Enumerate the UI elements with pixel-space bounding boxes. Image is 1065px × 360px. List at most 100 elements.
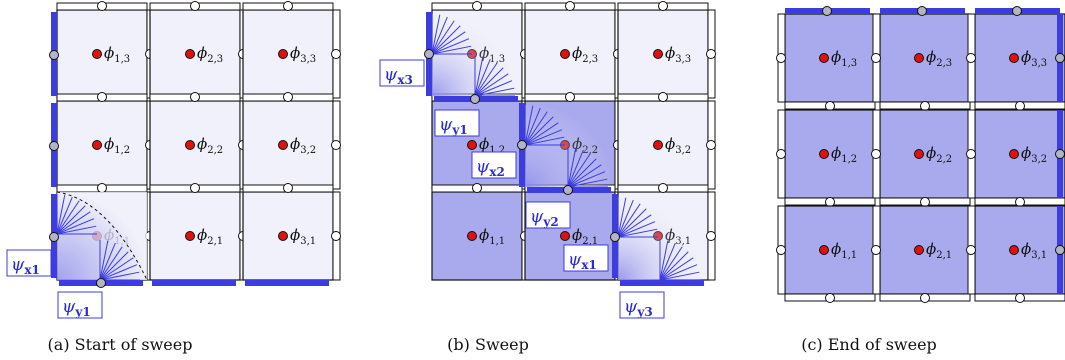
cell: ϕ3,2 [617, 92, 716, 190]
psi-label-x1: ψx1 [6, 249, 52, 277]
face-node [1012, 6, 1022, 16]
face-node [706, 140, 716, 150]
phi-label: ϕ1,2 [104, 135, 130, 156]
caption-start-of-sweep: (a) Start of sweep [48, 335, 193, 354]
cell: ϕ3,1 [242, 183, 341, 281]
psi-label-text: ψy1 [62, 297, 91, 319]
fan-arrow [474, 56, 484, 97]
cell: ϕ3,3 [966, 13, 1065, 111]
face-node [283, 92, 293, 102]
face-node [776, 149, 786, 159]
psi-label-box [619, 291, 665, 319]
cell: ϕ2,1 [871, 205, 971, 303]
phi-label: ϕ1,3 [831, 48, 857, 69]
angular-fan [567, 147, 608, 188]
fan-arrow [617, 197, 627, 238]
fan-arrow [56, 200, 80, 235]
phi-label: ϕ3,2 [665, 135, 691, 156]
boundary-flux-bottom [152, 280, 236, 286]
psi-label-x3: ψx3 [379, 59, 425, 87]
cell: ϕ3,3 [242, 1, 341, 99]
cell-center-dot [914, 53, 924, 63]
cell-center-dot [467, 231, 477, 241]
fan-arrow [659, 257, 694, 281]
phi-label: ϕ2,3 [197, 44, 223, 65]
fan-arrow [659, 242, 676, 281]
cell: ϕ2,1 [149, 183, 248, 281]
angular-fan-x [56, 194, 97, 235]
cell: ϕ1,2 [56, 92, 155, 190]
cell-body [784, 109, 876, 199]
face-node [871, 149, 881, 159]
face-node [1055, 149, 1065, 159]
fan-arrow [567, 158, 597, 188]
psi-label-box [525, 201, 571, 229]
boundary-flux-bottom [245, 280, 329, 286]
phi-label: ϕ1,2 [479, 135, 505, 156]
phi-label: ϕ2,1 [926, 240, 952, 261]
angular-fan [659, 240, 700, 281]
fan-arrow [474, 80, 513, 97]
face-node [658, 1, 668, 11]
phi-label: ϕ3,2 [290, 135, 316, 156]
fan-arrow [659, 246, 683, 281]
cell-center-dot [92, 140, 102, 150]
fan-arrow [567, 147, 577, 188]
phi-label: ϕ1,1 [479, 226, 505, 247]
cell-body [784, 13, 876, 103]
fan-arrow [617, 228, 658, 238]
face-node [658, 183, 668, 193]
phi-label: ϕ2,2 [197, 135, 223, 156]
psi-label-box [57, 291, 103, 319]
fan-arrow [99, 271, 140, 281]
cell-center-dot [914, 149, 924, 159]
face-node [1015, 197, 1025, 207]
psi-label-box [434, 109, 480, 137]
cell: ϕ2,3 [149, 1, 248, 99]
face-node [871, 245, 881, 255]
cell: ϕ3,2 [966, 109, 1065, 207]
face-node [283, 183, 293, 193]
phi-label: ϕ3,2 [1021, 144, 1047, 165]
fan-arrow [474, 67, 504, 97]
fan-arrow [474, 58, 491, 97]
cell-body [784, 205, 876, 295]
psi-label-box [6, 249, 52, 277]
face-node [920, 293, 930, 303]
cell-center-dot [92, 49, 102, 59]
boundary-flux-bottom [620, 280, 704, 286]
cell-center-dot [914, 245, 924, 255]
cell-center-dot [819, 149, 829, 159]
phi-label: ϕ1,2 [831, 144, 857, 165]
psi-label-text: ψx1 [11, 255, 40, 277]
face-node [563, 185, 573, 195]
face-node [706, 231, 716, 241]
cell-center-dot [185, 231, 195, 241]
fan-arrow [431, 38, 470, 55]
fan-arrow [99, 246, 123, 281]
cell-center-dot [1009, 149, 1019, 159]
face-node [966, 53, 976, 63]
face-node [1015, 293, 1025, 303]
fan-arrow [56, 194, 66, 235]
fan-arrow [99, 240, 109, 281]
fan-arrow [659, 264, 698, 281]
cell-body [879, 205, 971, 295]
psi-label-text: ψx2 [476, 157, 505, 179]
psi-label-x2: ψx2 [471, 151, 517, 179]
phi-label: ϕ2,3 [572, 44, 598, 65]
face-node [565, 1, 575, 11]
cell: ϕ2,3 [871, 13, 971, 111]
face-node [706, 49, 716, 59]
fan-arrow [474, 62, 498, 97]
fan-arrow [474, 87, 515, 97]
fan-arrow [56, 196, 73, 235]
face-node [472, 1, 482, 11]
face-node [822, 6, 832, 16]
fan-arrow [99, 257, 134, 281]
psi-label-y1: ψy1 [57, 291, 103, 319]
face-node [331, 140, 341, 150]
face-node [658, 92, 668, 102]
face-node [49, 232, 59, 242]
fan-arrow [659, 271, 700, 281]
